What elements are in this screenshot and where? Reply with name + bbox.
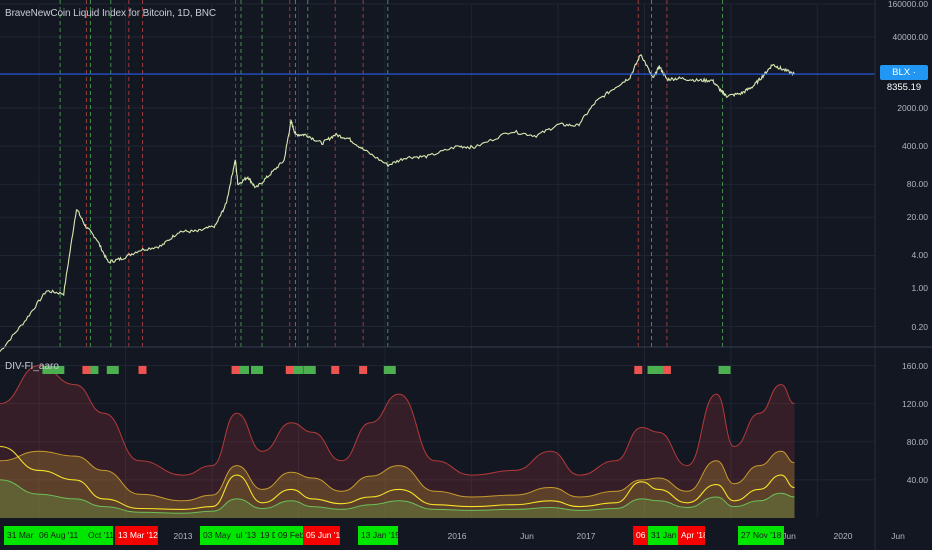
middle-band-fill xyxy=(0,451,795,518)
price-tick-label: 160000.00 xyxy=(887,0,928,9)
time-tick-label: 2020 xyxy=(833,531,853,541)
event-label: 09 Feb '14 xyxy=(275,526,312,545)
indicator-bands xyxy=(0,364,795,518)
upper-band xyxy=(0,364,795,476)
green-signal-7 xyxy=(303,366,316,374)
price-line xyxy=(0,54,795,352)
red-signal-7 xyxy=(662,366,671,374)
indicator-tick-label: 120.00 xyxy=(902,398,928,409)
event-label: 31 Jan '18 xyxy=(648,526,683,545)
green-line-fill xyxy=(0,479,795,518)
time-tick-label: 2017 xyxy=(576,531,596,541)
event-label: Apr '18 xyxy=(678,526,705,545)
green-signal-3 xyxy=(106,366,119,374)
red-signal-2 xyxy=(231,366,240,374)
event-label: Oct '11 xyxy=(85,526,113,545)
price-tick-label: 2000.00 xyxy=(897,102,928,113)
green-signal-5 xyxy=(250,366,263,374)
price-tick-label: 0.20 xyxy=(911,321,928,332)
vertical-markers xyxy=(59,0,724,347)
green-signal-6 xyxy=(291,366,304,374)
green-signal-10 xyxy=(652,366,665,374)
green-signal-4 xyxy=(237,366,250,374)
indicator-tick-label: 40.00 xyxy=(906,474,928,485)
price-tick-label: 400.00 xyxy=(902,141,928,152)
green-signal-8 xyxy=(383,366,396,374)
event-label: 13 Jan '15 xyxy=(358,526,398,545)
green-signal-11 xyxy=(718,366,731,374)
price-tick-label: 80.00 xyxy=(906,179,928,190)
green-signal-1 xyxy=(52,366,65,374)
event-label: ul '13 xyxy=(233,526,259,545)
price-tick-label: 1.00 xyxy=(911,283,928,294)
time-tick-label: 2016 xyxy=(447,531,467,541)
green-signal-2 xyxy=(86,366,99,374)
middle-band xyxy=(0,450,795,502)
indicator-tick-label: 80.00 xyxy=(906,436,928,447)
red-signal-5 xyxy=(359,366,368,374)
red-signal-3 xyxy=(285,366,294,374)
green-signal-0 xyxy=(42,366,55,374)
time-tick-label: Jun xyxy=(891,531,905,541)
signal-strip xyxy=(42,366,731,374)
red-signal-1 xyxy=(138,366,147,374)
event-label: 13 Mar '12 xyxy=(115,526,158,545)
event-label: 31 Mar '11 xyxy=(4,526,44,545)
upper-band-fill xyxy=(0,365,795,518)
yellow-line xyxy=(0,445,795,510)
event-label: 05 Jun '14 xyxy=(303,526,340,545)
price-tick-label: 40000.00 xyxy=(892,31,928,42)
time-tick-label: Jun xyxy=(520,531,534,541)
green-line xyxy=(0,479,795,514)
event-label: 03 May '13 xyxy=(200,526,239,545)
time-tick-label: 2013 xyxy=(173,531,193,541)
price-tick-label: 20.00 xyxy=(906,212,928,223)
price-tick-label: 4.00 xyxy=(911,250,928,261)
price-series xyxy=(0,54,875,352)
event-label: 06 Aug '11 xyxy=(36,526,92,545)
red-signal-6 xyxy=(634,366,643,374)
last-price-badge: BLX · 8355.19 xyxy=(880,65,928,93)
red-signal-0 xyxy=(82,366,91,374)
event-label: 27 Nov '18 xyxy=(738,526,784,545)
indicator-title: DIV-FI_aaro xyxy=(5,361,59,372)
indicator-tick-label: 160.00 xyxy=(902,360,928,371)
chart-title: BraveNewCoin Liquid Index for Bitcoin, 1… xyxy=(5,8,217,19)
red-signal-4 xyxy=(331,366,340,374)
time-tick-label: Jun xyxy=(782,531,796,541)
